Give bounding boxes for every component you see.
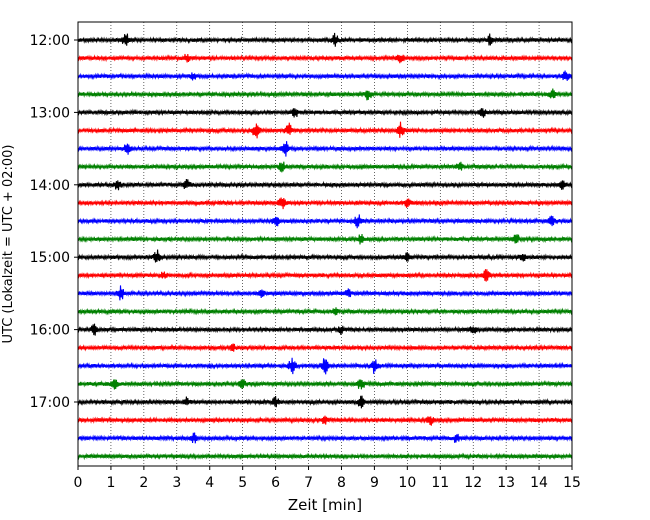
y-tick-label: 12:00 [30,33,70,49]
seismic-trace [77,379,573,390]
x-tick-label: 12 [464,475,482,491]
y-tick-label: 17:00 [30,395,70,411]
seismic-trace [77,269,573,282]
x-tick-label: 2 [139,475,148,491]
seismic-trace [77,452,573,461]
seismic-trace [77,88,573,101]
x-tick-label: 11 [431,475,449,491]
x-tick-label: 6 [271,475,280,491]
x-tick-label: 8 [337,475,346,491]
plot-frame [77,21,573,467]
y-tick-label: 14:00 [30,178,70,194]
x-tick-label: 10 [398,475,416,491]
x-tick-label: 5 [238,475,247,491]
seismic-trace [77,234,573,245]
seismic-trace [77,197,573,210]
seismic-trace [77,161,573,173]
seismic-trace [77,249,573,263]
seismic-trace [77,307,573,316]
y-tick-label: 13:00 [30,105,70,121]
seismic-trace [77,214,573,229]
grid-lines [110,22,540,466]
x-tick-label: 7 [304,475,313,491]
x-tick-label: 0 [74,475,83,491]
y-axis-ticks: 12:00 13:00 14:00 15:00 16:00 17:00 [30,33,78,411]
x-tick-label: 1 [106,475,115,491]
x-tick-label: 13 [497,475,515,491]
seismic-trace [77,178,573,191]
x-tick-label: 14 [530,475,548,491]
seismic-trace [77,32,573,47]
trace-group [77,32,573,461]
y-tick-label: 15:00 [30,250,70,266]
seismic-trace [77,141,573,157]
y-axis-label: UTC (Lokalzeit = UTC + 02:00) [1,145,16,344]
y-tick-label: 16:00 [30,323,70,339]
x-axis-ticks: 0 1 2 3 4 5 6 7 8 9 10 11 12 13 14 15 [74,466,581,491]
x-tick-label: 3 [172,475,181,491]
x-tick-label: 9 [370,475,379,491]
seismic-trace [77,53,573,64]
seismic-trace [77,343,573,352]
seismic-trace [77,357,573,375]
seismic-trace [77,432,573,444]
seismic-trace [77,323,573,336]
seismic-trace [77,108,573,118]
seismic-trace [77,415,573,426]
x-axis-label: Zeit [min] [288,496,362,514]
seismic-trace [77,70,573,81]
x-tick-label: 15 [563,475,581,491]
seismic-trace [77,285,573,301]
seismic-trace [77,395,573,409]
seismic-trace [77,121,573,139]
x-tick-label: 4 [205,475,214,491]
